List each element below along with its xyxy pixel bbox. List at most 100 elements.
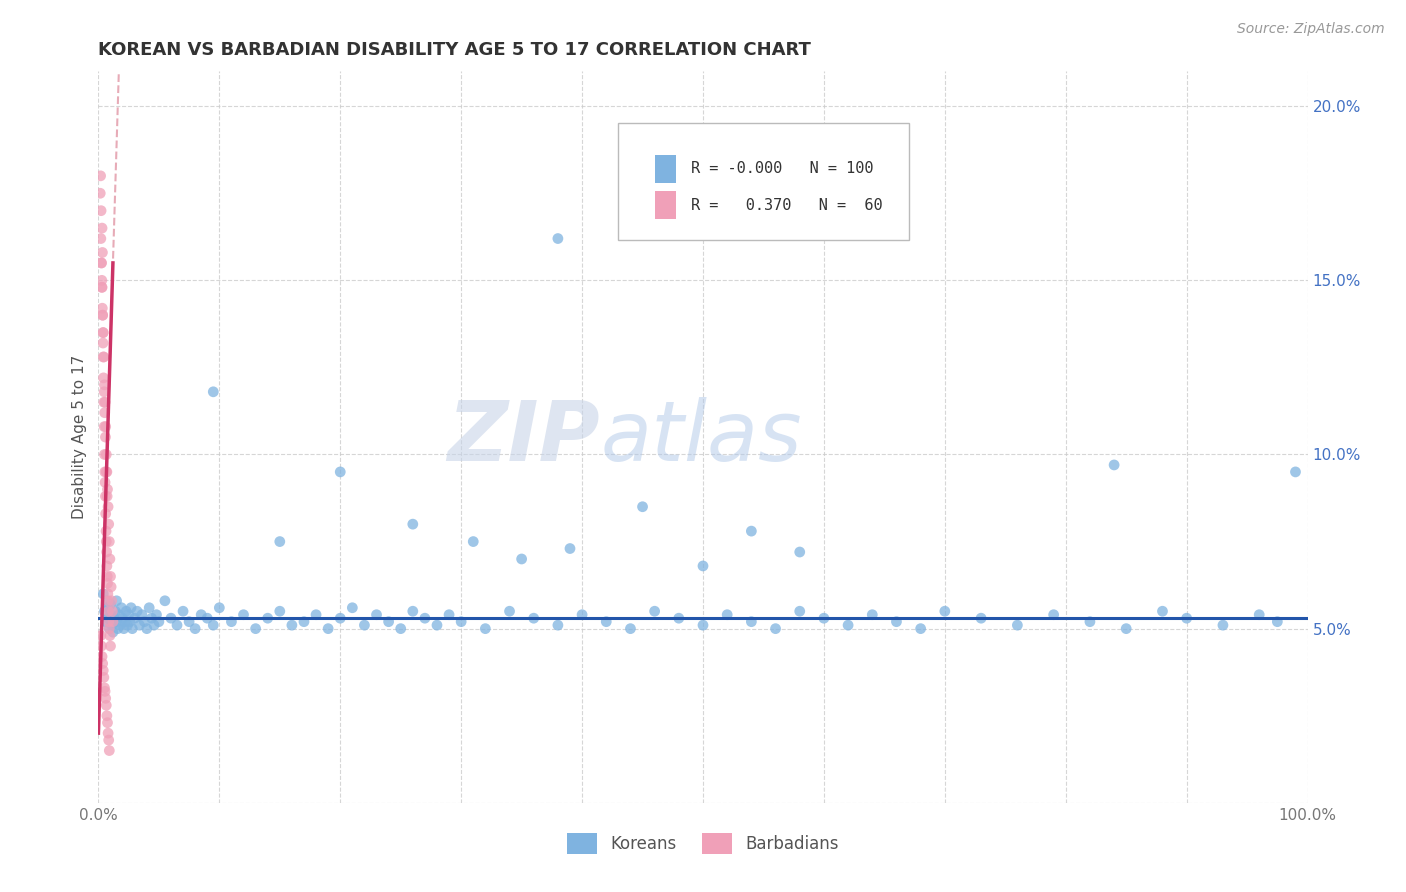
Point [437, 607, 460, 622]
Point [91, 301, 114, 316]
Point [90, 639, 112, 653]
Point [91, 308, 114, 322]
Point [98, 552, 121, 566]
Point [1267, 615, 1289, 629]
Point [94, 615, 117, 629]
Point [202, 618, 225, 632]
Point [111, 611, 134, 625]
Point [127, 604, 149, 618]
Point [143, 618, 166, 632]
Point [90, 273, 112, 287]
Point [595, 615, 617, 629]
Point [281, 618, 304, 632]
Point [100, 618, 122, 632]
Text: ZIP: ZIP [447, 397, 600, 477]
Point [96, 545, 118, 559]
Point [91, 221, 114, 235]
Point [190, 607, 212, 622]
Point [558, 541, 581, 556]
Point [90, 231, 112, 245]
Point [96, 448, 118, 462]
Point [813, 611, 835, 625]
Point [221, 615, 243, 629]
Point [402, 517, 425, 532]
Point [97, 587, 120, 601]
Point [105, 594, 128, 608]
Point [413, 611, 436, 625]
Point [104, 604, 127, 618]
Point [377, 615, 399, 629]
Point [93, 350, 115, 364]
Point [96, 483, 118, 497]
Point [90, 203, 112, 218]
Point [91, 664, 114, 678]
Point [305, 607, 328, 622]
Point [93, 670, 115, 684]
Point [89, 186, 111, 201]
Point [135, 622, 157, 636]
Point [523, 611, 546, 625]
Point [90, 256, 112, 270]
Point [94, 489, 117, 503]
Point [131, 607, 153, 622]
Point [716, 607, 738, 622]
Point [96, 569, 118, 583]
Point [94, 691, 117, 706]
Point [91, 657, 114, 671]
Point [105, 615, 128, 629]
Point [547, 231, 569, 245]
Point [108, 607, 131, 622]
Point [740, 615, 762, 629]
Point [389, 622, 412, 636]
Legend: Koreans, Barbadians: Koreans, Barbadians [561, 827, 845, 860]
Point [179, 615, 201, 629]
Text: KOREAN VS BARBADIAN DISABILITY AGE 5 TO 17 CORRELATION CHART: KOREAN VS BARBADIAN DISABILITY AGE 5 TO … [98, 41, 811, 59]
Point [107, 622, 129, 636]
Point [426, 618, 449, 632]
Point [101, 615, 124, 629]
Point [100, 594, 122, 608]
Point [94, 524, 117, 538]
Point [98, 622, 121, 636]
Point [886, 615, 908, 629]
Point [117, 618, 139, 632]
Point [91, 649, 114, 664]
Point [97, 615, 120, 629]
Point [121, 622, 143, 636]
Point [124, 611, 146, 625]
Point [195, 611, 218, 625]
Point [96, 558, 118, 573]
Point [1115, 622, 1137, 636]
Point [97, 500, 120, 514]
Point [172, 604, 194, 618]
Point [970, 611, 993, 625]
Point [97, 726, 120, 740]
Point [498, 604, 520, 618]
Point [112, 622, 135, 636]
Point [98, 743, 121, 757]
Point [90, 280, 112, 294]
Point [269, 604, 291, 618]
Point [1175, 611, 1198, 625]
Point [837, 618, 859, 632]
Point [94, 419, 117, 434]
Point [100, 597, 122, 611]
Point [120, 600, 142, 615]
Point [91, 326, 114, 340]
Point [128, 618, 150, 632]
Point [160, 611, 183, 625]
Point [463, 534, 485, 549]
Text: R = -0.000   N = 100: R = -0.000 N = 100 [690, 161, 873, 176]
Point [145, 607, 167, 622]
Point [97, 517, 120, 532]
Point [100, 569, 122, 583]
Point [740, 524, 762, 538]
Point [256, 611, 278, 625]
Point [1249, 607, 1271, 622]
Y-axis label: Disability Age 5 to 17: Disability Age 5 to 17 [72, 355, 87, 519]
Point [166, 618, 188, 632]
Point [94, 465, 117, 479]
Point [94, 507, 117, 521]
Point [1102, 458, 1125, 472]
Point [101, 604, 124, 618]
